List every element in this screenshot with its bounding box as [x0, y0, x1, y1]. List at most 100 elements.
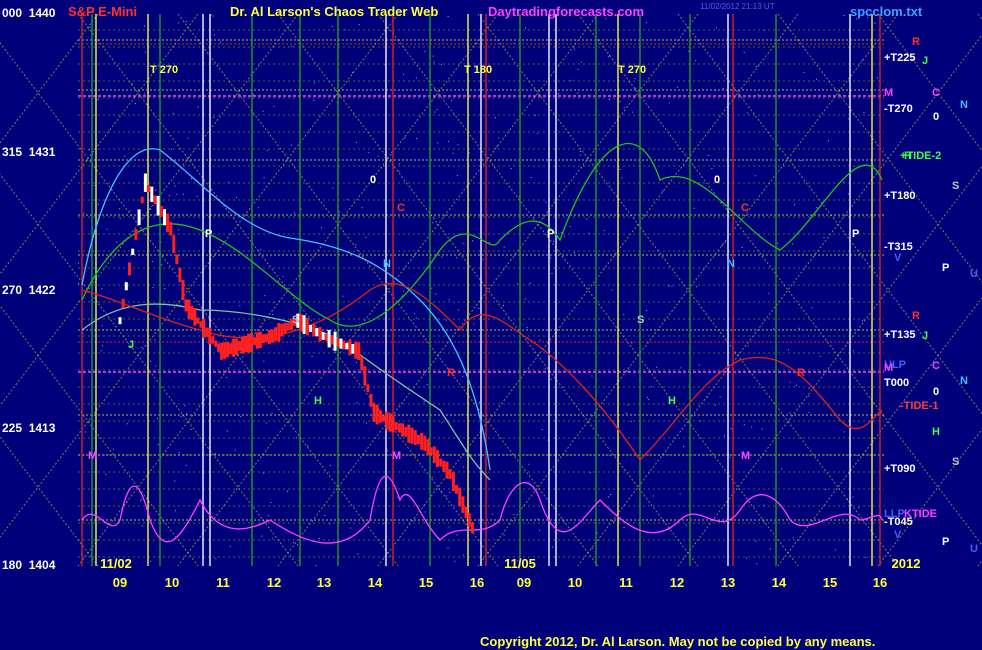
star-dot: [605, 18, 607, 20]
star-dot: [757, 94, 759, 96]
price-bar: [205, 327, 209, 337]
star-dot: [463, 466, 465, 468]
star-dot: [457, 144, 459, 146]
price-bar: [280, 324, 284, 337]
star-dot: [447, 140, 449, 142]
star-dot: [129, 210, 131, 212]
star-dot: [706, 396, 708, 398]
price-bar: [258, 331, 262, 348]
star-dot: [623, 66, 625, 68]
star-dot: [858, 507, 860, 509]
planet-letter: M: [884, 362, 894, 374]
star-dot: [286, 490, 288, 492]
price-bar: [448, 469, 452, 479]
star-dot: [513, 514, 515, 516]
star-dot: [462, 376, 464, 378]
site-link[interactable]: Daytradingforecasts.com: [488, 4, 645, 19]
star-dot: [662, 190, 664, 192]
star-dot: [123, 155, 125, 157]
inline-label: P: [547, 228, 555, 240]
price-bar: [118, 317, 122, 325]
star-dot: [825, 488, 826, 490]
price-bar: [372, 403, 376, 422]
inline-label: C: [397, 202, 405, 214]
star-dot: [448, 299, 450, 301]
star-dot: [848, 118, 850, 120]
star-dot: [843, 181, 845, 183]
price-bar: [416, 434, 420, 445]
star-dot: [157, 444, 159, 445]
star-dot: [769, 548, 771, 550]
star-dot: [426, 384, 428, 386]
star-dot: [695, 60, 697, 62]
price-bar: [124, 282, 128, 291]
price-bar: [439, 458, 443, 467]
inline-label: R: [447, 367, 455, 379]
star-dot: [461, 414, 463, 416]
price-bar: [413, 430, 417, 445]
star-dot: [210, 14, 212, 16]
star-dot: [176, 193, 178, 195]
star-dot: [84, 431, 86, 433]
day-label: 16: [469, 575, 485, 590]
star-dot: [355, 244, 357, 246]
planet-letter: S: [952, 180, 960, 192]
star-dot: [669, 528, 671, 530]
star-dot: [168, 195, 170, 197]
star-dot: [463, 554, 465, 556]
planet-letter: 0: [933, 111, 940, 123]
price-bar: [241, 336, 244, 354]
price-bar: [345, 343, 349, 350]
star-dot: [631, 111, 633, 113]
star-dot: [441, 421, 443, 423]
star-dot: [847, 499, 848, 501]
price-bar: [184, 299, 188, 312]
star-dot: [432, 222, 434, 224]
price-bar: [299, 313, 303, 332]
y-label-1431: 315 1431: [2, 145, 55, 159]
star-dot: [794, 204, 795, 206]
date-marker: 11/05: [504, 556, 536, 571]
planet-letter: S: [952, 456, 960, 468]
price-bar: [250, 332, 253, 353]
star-dot: [474, 65, 475, 67]
star-dot: [297, 544, 299, 546]
star-dot: [482, 259, 484, 261]
price-bar: [140, 196, 144, 204]
star-dot: [197, 106, 199, 108]
price-bar: [196, 317, 200, 324]
star-dot: [126, 423, 128, 425]
price-bar: [375, 404, 379, 425]
star-dot: [463, 242, 465, 244]
star-dot: [619, 101, 621, 103]
star-dot: [271, 412, 273, 414]
y-price: 1431: [28, 145, 56, 159]
star-dot: [591, 375, 593, 377]
star-dot: [537, 518, 539, 520]
star-dot: [97, 99, 99, 101]
star-dot: [445, 495, 447, 497]
star-dot: [150, 360, 152, 362]
star-dot: [808, 388, 810, 390]
price-bar: [264, 333, 268, 342]
time-lines: [81, 14, 881, 566]
star-dot: [696, 286, 698, 288]
star-dot: [877, 77, 878, 79]
star-dot: [264, 295, 266, 297]
price-bar: [175, 254, 179, 265]
price-bar: [388, 412, 392, 432]
star-dot: [178, 22, 180, 24]
inline-label: S: [637, 314, 645, 326]
price-bar: [302, 315, 306, 334]
star-dot: [625, 412, 627, 414]
star-dot: [321, 227, 322, 229]
star-dot: [112, 448, 114, 450]
star-dot: [271, 537, 273, 539]
star-dot: [448, 526, 450, 528]
day-label: 10: [567, 575, 583, 590]
y-price: 1404: [28, 558, 56, 572]
price-bar: [159, 205, 163, 217]
star-dot: [613, 521, 615, 523]
star-dot: [119, 217, 121, 219]
star-dot: [352, 71, 353, 73]
